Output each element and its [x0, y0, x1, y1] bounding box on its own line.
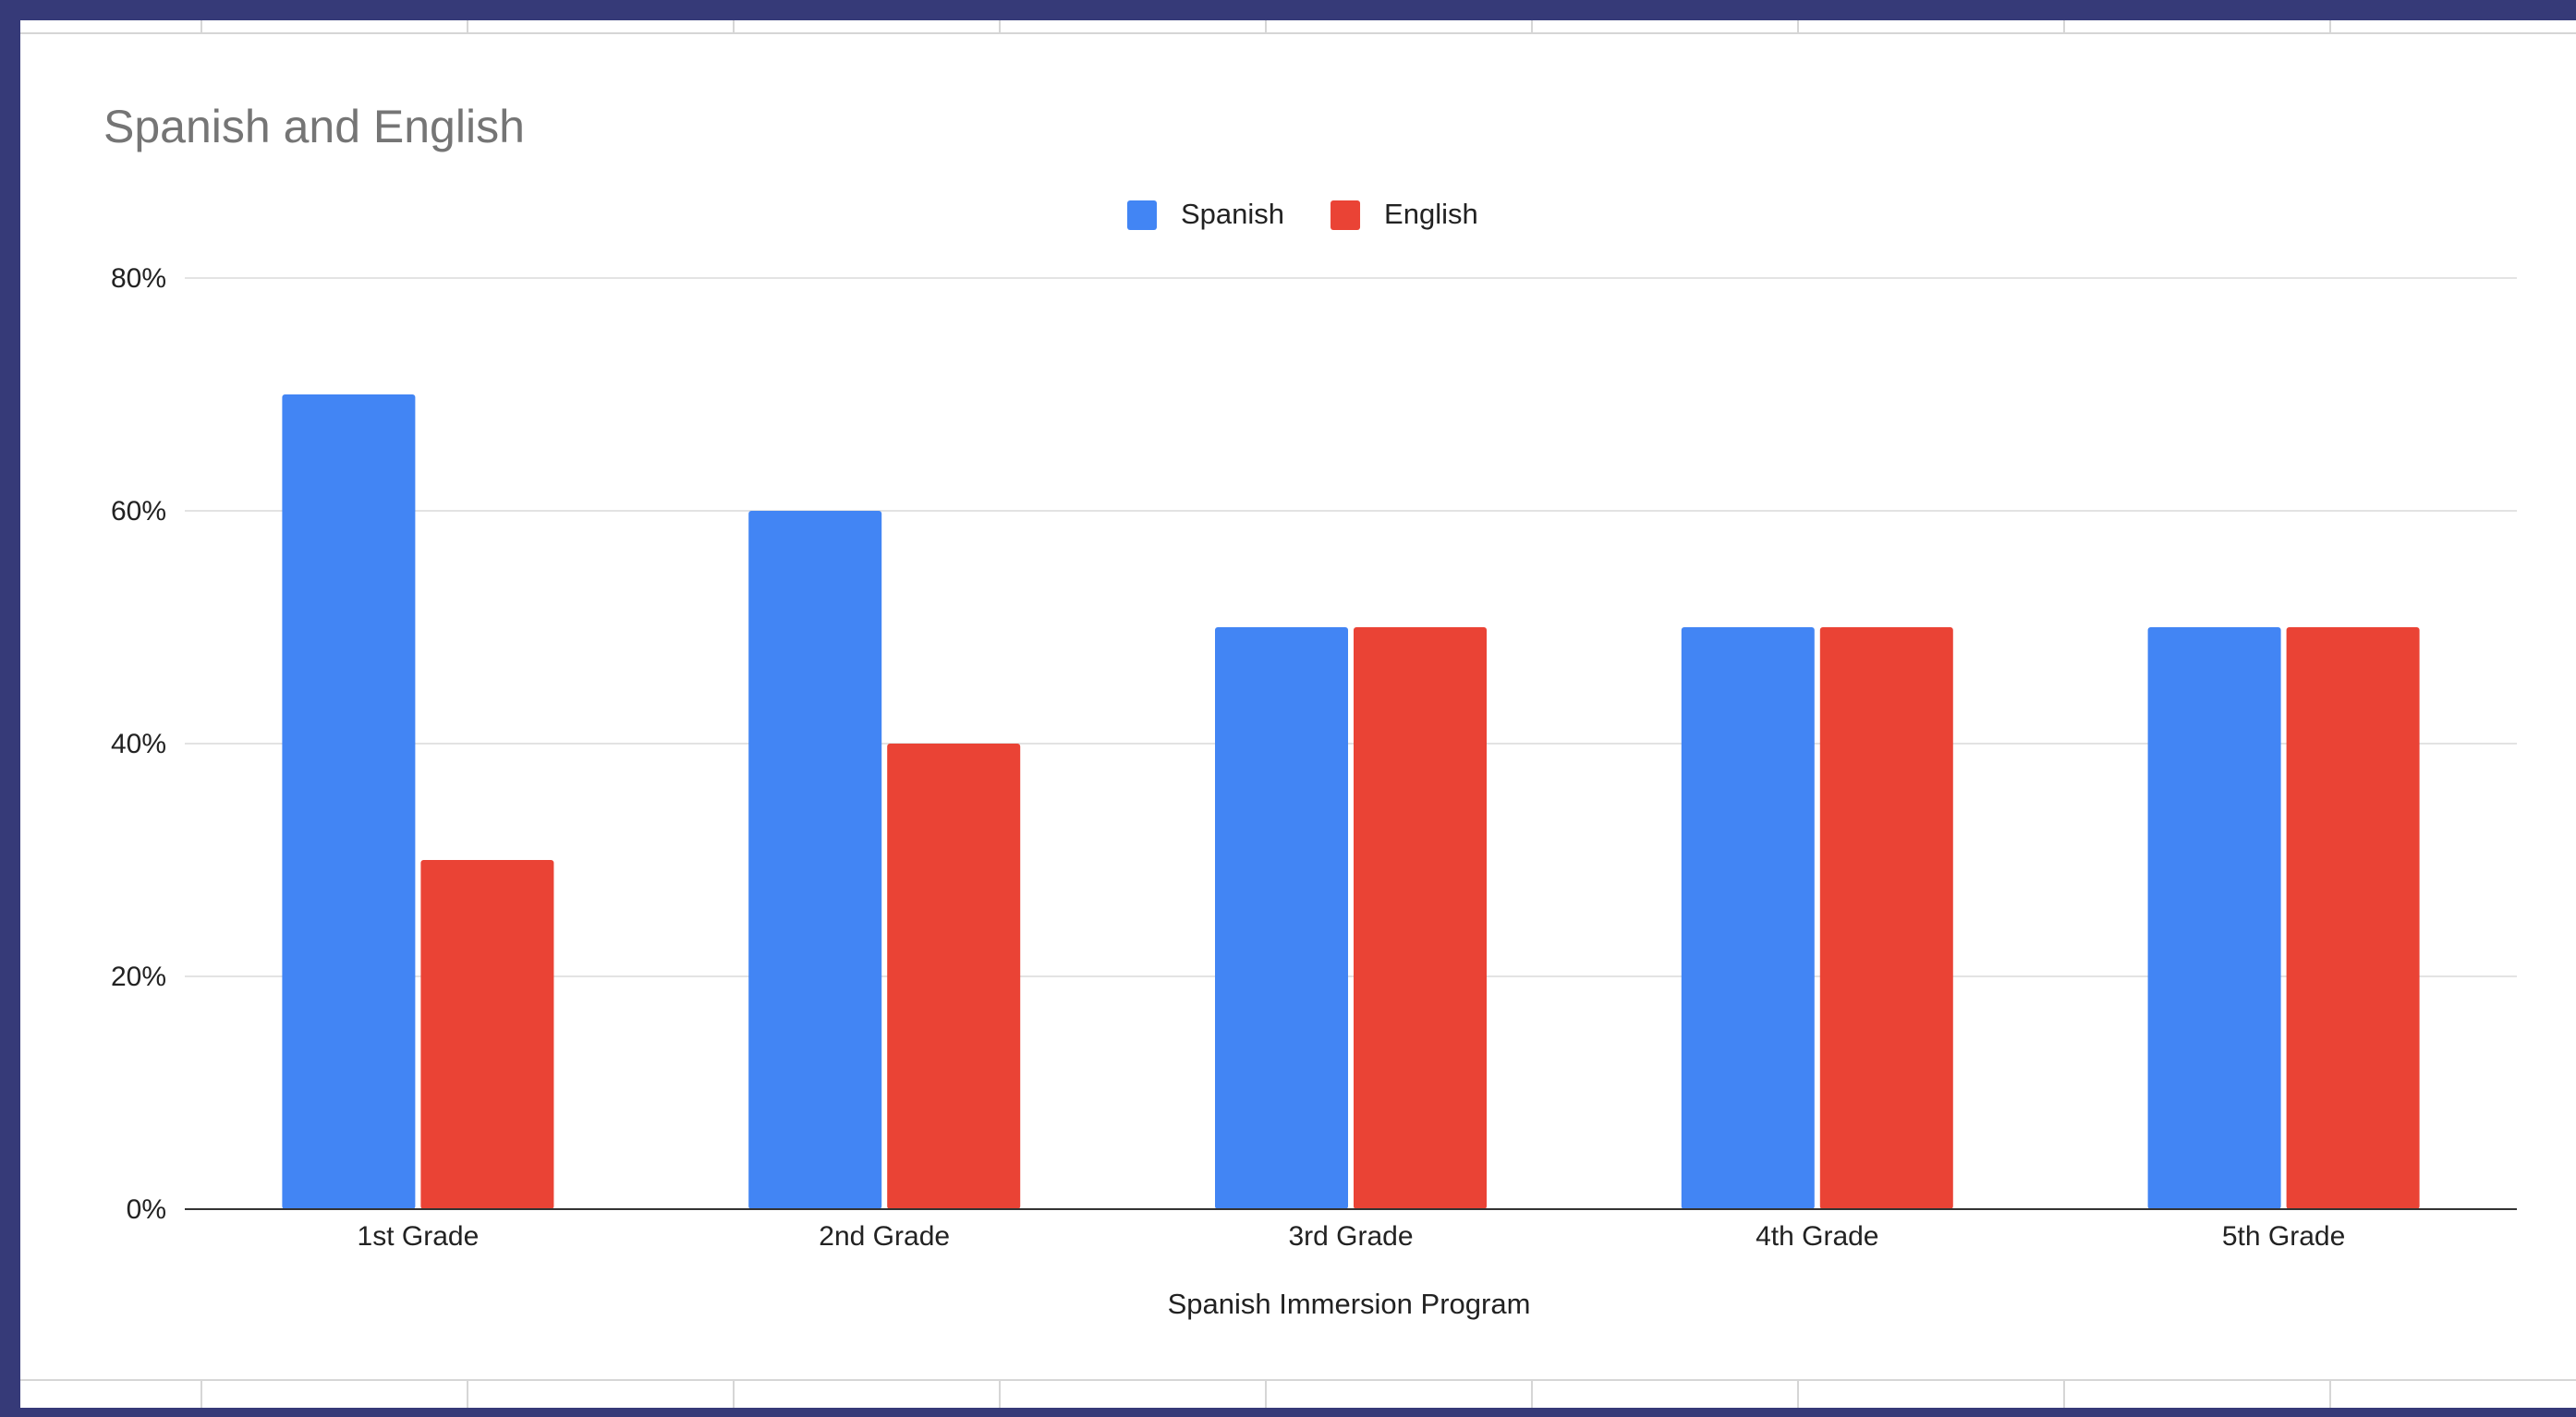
- y-tick-label: 80%: [111, 263, 166, 294]
- x-tick-label: 2nd Grade: [819, 1221, 950, 1252]
- sheet-grid-lines: [20, 20, 2576, 1408]
- legend-label-english: English: [1384, 198, 1478, 230]
- bar-spanish-5th-grade[interactable]: [2147, 627, 2281, 1209]
- bar-spanish-4th-grade[interactable]: [1681, 627, 1815, 1209]
- legend-label-spanish: Spanish: [1181, 198, 1284, 230]
- x-tick-label: 1st Grade: [358, 1221, 480, 1252]
- spreadsheet-chart-area: Spanish and English Spanish English 0% 20%…: [20, 20, 2576, 1408]
- legend-swatch-spanish: [1127, 200, 1157, 230]
- x-axis-title: Spanish Immersion Program: [1168, 1288, 1531, 1320]
- y-tick-label: 20%: [111, 962, 166, 992]
- bars: [282, 394, 2420, 1209]
- bar-english-2nd-grade[interactable]: [887, 744, 1021, 1209]
- legend: Spanish English: [1127, 198, 1478, 230]
- bar-english-4th-grade[interactable]: [1819, 627, 1953, 1209]
- bar-english-3rd-grade[interactable]: [1354, 627, 1487, 1209]
- y-axis-tick-labels: 0% 20% 40% 60% 80%: [111, 263, 166, 1225]
- chart-title: Spanish and English: [103, 101, 525, 152]
- bar-spanish-2nd-grade[interactable]: [748, 511, 882, 1209]
- bar-spanish-1st-grade[interactable]: [282, 394, 416, 1209]
- x-tick-label: 5th Grade: [2222, 1221, 2345, 1252]
- y-tick-label: 40%: [111, 729, 166, 759]
- x-tick-label: 4th Grade: [1756, 1221, 1878, 1252]
- x-axis-tick-labels: 1st Grade 2nd Grade 3rd Grade 4th Grade 5th …: [358, 1221, 2346, 1252]
- y-tick-label: 0%: [127, 1194, 166, 1225]
- chart[interactable]: Spanish and English Spanish English 0% 20%…: [20, 20, 2576, 1408]
- x-tick-label: 3rd Grade: [1288, 1221, 1413, 1252]
- gridlines: [185, 277, 2517, 977]
- y-tick-label: 60%: [111, 496, 166, 527]
- legend-swatch-english: [1331, 200, 1361, 230]
- bar-english-5th-grade[interactable]: [2286, 627, 2420, 1209]
- bar-spanish-3rd-grade[interactable]: [1215, 627, 1348, 1209]
- bar-english-1st-grade[interactable]: [420, 860, 554, 1209]
